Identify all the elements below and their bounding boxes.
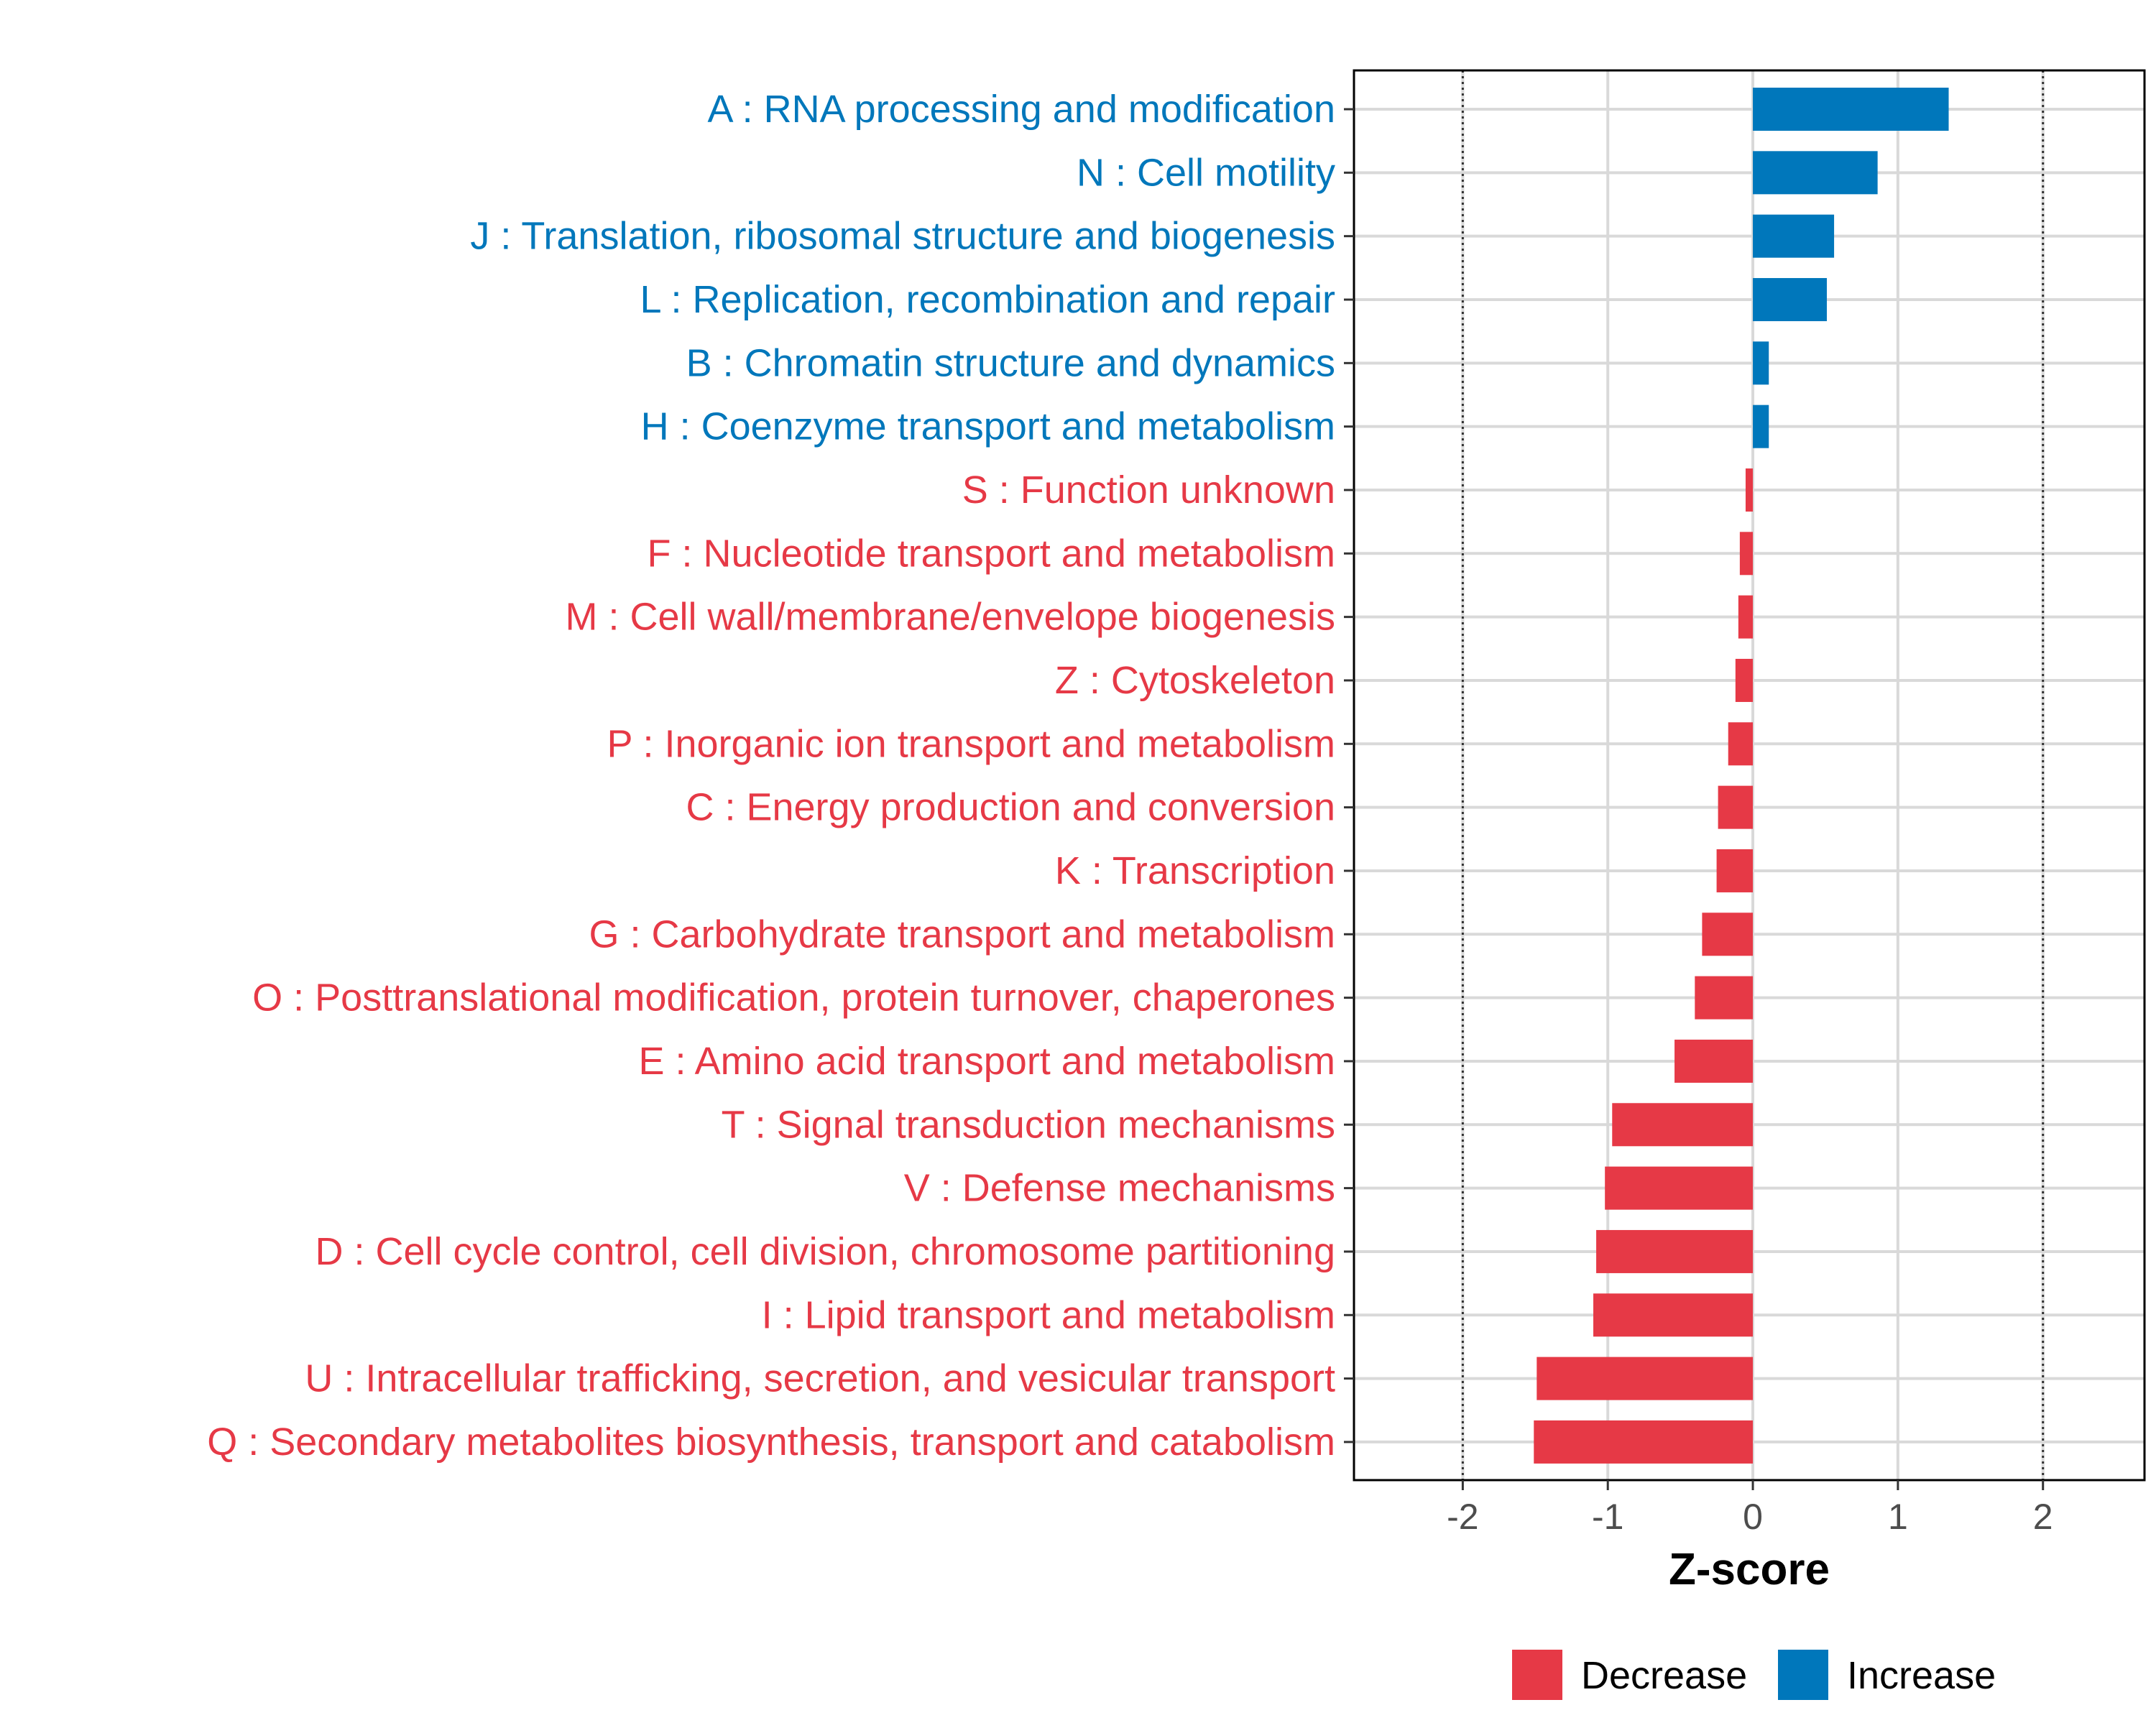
bar-n	[1753, 151, 1878, 195]
category-label: S : Function unknown	[962, 468, 1335, 512]
category-label: A : RNA processing and modification	[708, 88, 1335, 131]
category-label: J : Translation, ribosomal structure and…	[470, 215, 1335, 258]
bar-i	[1593, 1293, 1754, 1337]
category-label: P : Inorganic ion transport and metaboli…	[607, 722, 1335, 765]
bar-b	[1753, 341, 1769, 385]
category-label: O : Posttranslational modification, prot…	[252, 976, 1335, 1020]
bars-layer	[1534, 88, 1949, 1464]
bar-l	[1753, 277, 1827, 321]
legend-label-decrease: Decrease	[1581, 1654, 1747, 1697]
category-label: G : Carbohydrate transport and metabolis…	[589, 912, 1336, 956]
bar-g	[1702, 912, 1754, 956]
bar-k	[1716, 849, 1754, 892]
bar-h	[1753, 405, 1769, 448]
bar-d	[1596, 1229, 1754, 1273]
category-label: D : Cell cycle control, cell division, c…	[315, 1230, 1335, 1273]
category-label: B : Chromatin structure and dynamics	[686, 341, 1335, 384]
x-tick-label: -2	[1447, 1497, 1478, 1537]
x-axis-title: Z-score	[1669, 1545, 1830, 1594]
bar-e	[1674, 1039, 1754, 1083]
x-tick-label: -1	[1592, 1497, 1623, 1537]
category-label: U : Intracellular trafficking, secretion…	[305, 1357, 1335, 1400]
category-label: M : Cell wall/membrane/envelope biogenes…	[565, 596, 1335, 639]
category-label: H : Coenzyme transport and metabolism	[641, 405, 1335, 448]
bar-c	[1718, 785, 1754, 829]
category-label: E : Amino acid transport and metabolism	[639, 1040, 1335, 1083]
bar-m	[1738, 595, 1754, 639]
bar-s	[1745, 468, 1754, 512]
bar-a	[1753, 88, 1949, 131]
legend-label-increase: Increase	[1847, 1654, 1996, 1697]
category-label: V : Defense mechanisms	[904, 1167, 1335, 1210]
x-axis: -2 -1 0 1 2	[1447, 1480, 2053, 1537]
category-label: Z : Cytoskeleton	[1055, 659, 1335, 702]
bar-p	[1728, 722, 1754, 766]
bar-t	[1612, 1103, 1754, 1147]
y-axis-labels: A : RNA processing and modification N : C…	[207, 88, 1354, 1464]
bar-z	[1735, 658, 1754, 702]
bar-j	[1753, 214, 1835, 258]
x-tick-label: 0	[1743, 1497, 1763, 1537]
x-tick-label: 2	[2033, 1497, 2053, 1537]
legend: Decrease Increase	[1512, 1650, 1996, 1700]
category-label: L : Replication, recombination and repai…	[640, 278, 1335, 321]
bar-q	[1534, 1420, 1754, 1464]
bar-u	[1537, 1357, 1754, 1400]
plot-panel-border	[1353, 69, 2146, 1482]
category-label: F : Nucleotide transport and metabolism	[648, 532, 1335, 575]
legend-swatch-increase	[1778, 1650, 1828, 1700]
category-label: Q : Secondary metabolites biosynthesis, …	[207, 1420, 1335, 1464]
bar-o	[1695, 976, 1754, 1020]
category-label: C : Energy production and conversion	[686, 786, 1335, 829]
category-label: I : Lipid transport and metabolism	[762, 1293, 1335, 1336]
x-tick-label: 1	[1888, 1497, 1908, 1537]
legend-swatch-decrease	[1512, 1650, 1562, 1700]
bar-v	[1605, 1166, 1754, 1210]
category-label: T : Signal transduction mechanisms	[722, 1103, 1335, 1146]
category-label: K : Transcription	[1055, 849, 1335, 892]
category-label: N : Cell motility	[1077, 151, 1335, 194]
bar-f	[1739, 532, 1754, 576]
